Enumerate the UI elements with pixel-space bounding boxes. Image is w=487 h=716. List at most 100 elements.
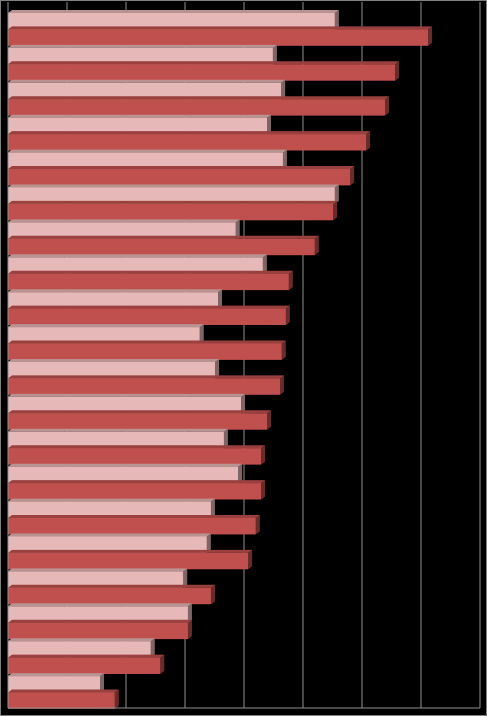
bar-top <box>8 200 338 204</box>
bar-side <box>255 515 260 535</box>
bar-top <box>8 654 165 658</box>
bar-top <box>8 533 211 537</box>
bar-top <box>8 375 284 379</box>
bar-side <box>285 305 290 326</box>
bar-top <box>8 689 119 693</box>
bar <box>8 657 161 675</box>
bar-side <box>366 131 371 151</box>
bar-side <box>334 184 339 204</box>
bar <box>8 501 211 519</box>
bar-side <box>248 549 253 570</box>
bar-side <box>262 254 267 274</box>
bar <box>8 64 396 81</box>
bar-side <box>279 375 284 395</box>
bar-side <box>272 44 277 65</box>
bar <box>8 29 429 46</box>
bar-side <box>395 61 400 81</box>
bar-top <box>8 498 215 502</box>
bar-top <box>8 149 287 153</box>
bar-side <box>288 270 293 291</box>
bar-side <box>350 166 355 186</box>
bar <box>8 13 335 30</box>
bar-side <box>210 498 215 519</box>
bar-side <box>267 114 272 135</box>
bar <box>8 518 256 535</box>
bar <box>8 536 207 553</box>
bar-top <box>8 584 215 588</box>
bar <box>8 187 335 204</box>
bar-top <box>8 10 339 13</box>
bar-top <box>8 131 371 135</box>
bar <box>8 362 216 379</box>
bar-top <box>8 289 223 293</box>
bar-top <box>8 673 105 677</box>
bar-top <box>8 428 228 432</box>
bar <box>8 99 386 116</box>
bar-top <box>8 254 267 258</box>
bar-top <box>8 114 272 118</box>
bar <box>8 431 224 449</box>
bar <box>8 308 286 326</box>
bar-top <box>8 480 266 484</box>
bar <box>8 378 280 395</box>
bar-side <box>428 26 433 46</box>
bar-side <box>334 10 339 30</box>
bar-top <box>8 305 290 309</box>
bar-top <box>8 184 339 188</box>
bar-side <box>223 428 228 449</box>
bar-top <box>8 44 277 48</box>
bar-top <box>8 619 192 623</box>
bar-top <box>8 61 400 65</box>
bar <box>8 413 268 430</box>
bar-top <box>8 410 272 414</box>
bar <box>8 273 289 291</box>
bar-side <box>199 324 204 344</box>
bar <box>8 343 282 360</box>
bar-side <box>261 480 266 500</box>
bar-top <box>8 463 243 467</box>
bar-top <box>8 549 253 553</box>
bar-top <box>8 359 220 362</box>
bar-top <box>8 166 355 170</box>
bar-side <box>187 619 192 640</box>
bar-top <box>8 270 293 274</box>
bar-top <box>8 235 319 239</box>
bar-side <box>150 638 155 658</box>
bar <box>8 396 242 414</box>
bar-side <box>100 673 105 693</box>
bar <box>8 587 211 605</box>
bar <box>8 483 262 500</box>
bar-side <box>385 96 390 116</box>
bar <box>8 571 184 588</box>
bar-top <box>8 26 433 30</box>
bar <box>8 152 283 170</box>
bar <box>8 448 262 465</box>
bar-top <box>8 393 246 397</box>
bar <box>8 622 188 640</box>
bar-side <box>281 79 286 100</box>
bar-side <box>281 340 286 360</box>
bar-side <box>187 603 192 623</box>
bar <box>8 327 200 344</box>
bar-side <box>114 689 119 709</box>
bar-side <box>238 463 243 484</box>
bar <box>8 238 315 256</box>
bar <box>8 169 351 186</box>
bar-side <box>218 289 223 309</box>
bar-top <box>8 445 266 449</box>
bar-side <box>333 200 338 221</box>
bar-side <box>282 149 287 170</box>
bar <box>8 692 115 709</box>
bar-side <box>314 235 319 256</box>
bar <box>8 292 219 309</box>
bar <box>8 82 282 100</box>
bar <box>8 466 239 484</box>
bar-side <box>241 393 246 414</box>
bar-top <box>8 638 155 642</box>
bar <box>8 47 273 65</box>
bar <box>8 203 334 221</box>
bar-side <box>160 654 165 675</box>
bar-side <box>261 445 266 465</box>
bar <box>8 134 367 151</box>
